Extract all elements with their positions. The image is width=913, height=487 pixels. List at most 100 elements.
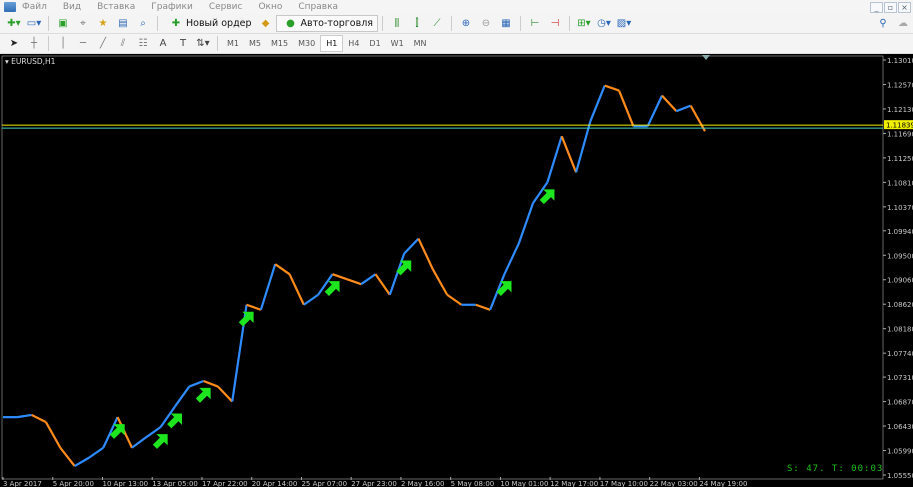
chart-window[interactable]: 1.13010 1.12570 1.12130 1.11690 1.11250 1.108… <box>0 54 913 487</box>
metaeditor-icon[interactable]: ◆ <box>261 18 270 29</box>
y-tick-label: 1.12570 <box>887 81 913 89</box>
market-watch-icon[interactable]: ▣ <box>58 18 68 29</box>
chat-icon[interactable]: ☁ <box>898 18 908 29</box>
x-tick-label: 25 Apr 07:00 <box>301 480 347 487</box>
price-segment <box>203 379 219 388</box>
timeframe-m30[interactable]: M30 <box>298 39 316 48</box>
price-segment <box>274 263 291 276</box>
price-segment <box>217 385 234 403</box>
y-tick-label: 1.09500 <box>887 252 913 260</box>
auto-trading-button[interactable]: ● Авто-торговля <box>275 15 378 32</box>
price-segment <box>159 405 176 428</box>
timeframe-m1[interactable]: M1 <box>227 39 239 48</box>
menu-charts[interactable]: Графики <box>151 2 193 12</box>
terminal-icon[interactable]: ▤ <box>118 18 128 29</box>
vertical-line-icon[interactable]: │ <box>59 38 67 49</box>
timeframe-d1[interactable]: D1 <box>369 39 381 48</box>
price-segment <box>517 202 535 244</box>
price-segment <box>31 413 47 424</box>
price-segment <box>360 273 377 286</box>
price-segment <box>188 379 204 388</box>
equidistant-channel-icon[interactable]: ⫽ <box>120 38 126 49</box>
menu-view[interactable]: Вид <box>62 2 82 12</box>
menu-help[interactable]: Справка <box>298 2 339 12</box>
timeframe-mn[interactable]: MN <box>413 39 427 48</box>
trendline-icon[interactable]: ╱ <box>99 38 107 49</box>
y-tick-label: 1.12130 <box>887 106 913 114</box>
new-chart-icon[interactable]: ✚▾ <box>7 18 21 29</box>
timeframe-m15[interactable]: M15 <box>271 39 289 48</box>
text-label-icon[interactable]: T <box>179 38 187 49</box>
chart-shift-icon[interactable]: ⊢ <box>530 18 540 29</box>
price-segment <box>589 85 606 122</box>
zoom-out-icon[interactable]: ⊖ <box>481 18 491 29</box>
price-chart[interactable]: 1.13010 1.12570 1.12130 1.11690 1.11250 1.108… <box>0 54 913 487</box>
price-segment <box>145 426 162 439</box>
new-order-button[interactable]: ✚ Новый ордер <box>162 15 256 32</box>
separator <box>217 36 218 51</box>
tile-windows-icon[interactable]: ▦ <box>501 18 511 29</box>
zoom-in-icon[interactable]: ⊕ <box>461 18 471 29</box>
x-tick-label: 10 Apr 13:00 <box>102 480 148 487</box>
timeframe-h4[interactable]: H4 <box>348 39 360 48</box>
y-tick-label: 1.13010 <box>887 57 913 65</box>
price-segment <box>332 273 348 281</box>
price-segment <box>575 120 592 173</box>
minimize-button[interactable]: _ <box>870 2 883 13</box>
y-tick-label: 1.08180 <box>887 326 913 334</box>
x-tick-label: 3 Apr 2017 <box>3 480 42 487</box>
price-segment <box>102 416 119 449</box>
bar-chart-icon[interactable]: ⫼ <box>394 18 400 29</box>
timeframe-h1[interactable]: H1 <box>320 35 344 52</box>
price-segment <box>431 268 449 296</box>
indicators-icon[interactable]: ⊞▾ <box>577 18 591 29</box>
buy-signal-arrow-icon <box>109 424 125 439</box>
menu-window[interactable]: Окно <box>258 2 283 12</box>
x-tick-label: 22 May 03:00 <box>650 480 698 487</box>
cursor-icon[interactable]: ➤ <box>9 38 19 49</box>
price-segment <box>661 94 678 112</box>
close-button[interactable]: × <box>898 2 911 13</box>
price-segment <box>74 456 90 468</box>
periods-icon[interactable]: ◷▾ <box>597 18 611 29</box>
fibonacci-icon[interactable]: ☷ <box>138 38 148 49</box>
price-segment <box>59 447 76 467</box>
horizontal-line-icon[interactable]: ─ <box>79 38 87 49</box>
menu-file[interactable]: Файл <box>22 2 47 12</box>
price-segment <box>417 238 434 270</box>
strategy-tester-icon[interactable]: ⌕ <box>140 18 146 29</box>
buy-signal-arrow-icon <box>167 413 182 429</box>
price-segment <box>246 303 262 311</box>
buy-signal-arrow-icon <box>539 189 555 205</box>
chart-shift-marker-icon <box>702 55 710 60</box>
price-segment <box>503 243 520 275</box>
search-icon[interactable]: ⚲ <box>879 18 887 29</box>
templates-icon[interactable]: ▨▾ <box>616 18 632 29</box>
menu-tools[interactable]: Сервис <box>208 2 243 12</box>
x-tick-label: 5 May 08:00 <box>451 480 495 487</box>
restore-button[interactable]: ▫ <box>884 2 897 13</box>
candlestick-icon[interactable]: ⫿ <box>415 18 419 29</box>
buy-signal-arrow-icon <box>195 387 211 403</box>
text-icon[interactable]: A <box>159 38 167 49</box>
profiles-icon[interactable]: ▭▾ <box>26 18 42 29</box>
current-price-label: 1.11839 <box>886 122 913 130</box>
y-tick-label: 1.11690 <box>887 130 913 138</box>
menu-insert[interactable]: Вставка <box>97 2 136 12</box>
x-tick-label: 5 Apr 20:00 <box>53 480 94 487</box>
separator <box>48 16 49 31</box>
crosshair-icon[interactable]: ┼ <box>30 38 38 49</box>
buy-signal-arrow-icon <box>324 281 340 296</box>
timeframe-m5[interactable]: M5 <box>249 39 261 48</box>
price-segment <box>560 135 578 173</box>
line-chart-icon[interactable]: ⟋ <box>433 18 441 29</box>
arrows-icon[interactable]: ⇅▾ <box>196 38 210 49</box>
autoscroll-icon[interactable]: ⊣ <box>550 18 560 29</box>
data-window-icon[interactable]: ⌖ <box>80 18 86 29</box>
timeframe-w1[interactable]: W1 <box>390 39 404 48</box>
y-tick-label: 1.10810 <box>887 179 913 187</box>
y-tick-label: 1.11250 <box>887 155 913 163</box>
price-segment <box>288 273 305 306</box>
navigator-icon[interactable]: ★ <box>98 18 108 29</box>
price-segment <box>475 303 491 311</box>
